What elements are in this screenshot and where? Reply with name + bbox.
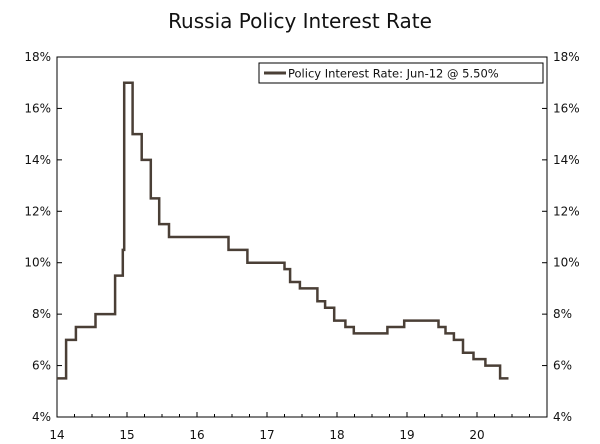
y-tick-label-left: 14% [24, 153, 51, 167]
x-tick-label: 17 [259, 428, 274, 442]
y-tick-label-left: 16% [24, 101, 51, 115]
y-tick-label-left: 8% [32, 307, 51, 321]
y-tick-label-right: 6% [553, 359, 572, 373]
series-line [57, 81, 509, 380]
y-tick-label-left: 18% [24, 50, 51, 64]
legend: Policy Interest Rate: Jun-12 @ 5.50% [258, 62, 544, 84]
x-tick-label: 16 [189, 428, 204, 442]
x-tick-label: 18 [329, 428, 344, 442]
x-tick-label: 15 [119, 428, 134, 442]
y-tick-label-right: 14% [553, 153, 580, 167]
y-tick-label-left: 4% [32, 410, 51, 424]
y-tick-label-right: 4% [553, 410, 572, 424]
y-tick-label-right: 18% [553, 50, 580, 64]
legend-label: Policy Interest Rate: Jun-12 @ 5.50% [288, 67, 499, 81]
y-tick-label-right: 16% [553, 101, 580, 115]
series-layer [57, 81, 509, 380]
legend-box [258, 62, 544, 84]
y-axis-left: 4% 6% 8% 10% 12% 14% 16% 18% [24, 50, 62, 424]
chart-title: Russia Policy Interest Rate [168, 9, 432, 33]
plot-frame [56, 56, 548, 418]
x-axis: 14 15 16 17 18 19 20 [49, 412, 530, 442]
y-tick-label-left: 12% [24, 204, 51, 218]
y-tick-label-right: 10% [553, 256, 580, 270]
y-tick-label-left: 6% [32, 359, 51, 373]
y-axis-right: 4% 6% 8% 10% 12% 14% 16% 18% [542, 50, 580, 424]
x-tick-label: 19 [399, 428, 414, 442]
y-tick-label-right: 8% [553, 307, 572, 321]
x-tick-label: 14 [49, 428, 64, 442]
x-tick-label: 20 [469, 428, 484, 442]
y-tick-label-left: 10% [24, 256, 51, 270]
y-tick-label-right: 12% [553, 204, 580, 218]
